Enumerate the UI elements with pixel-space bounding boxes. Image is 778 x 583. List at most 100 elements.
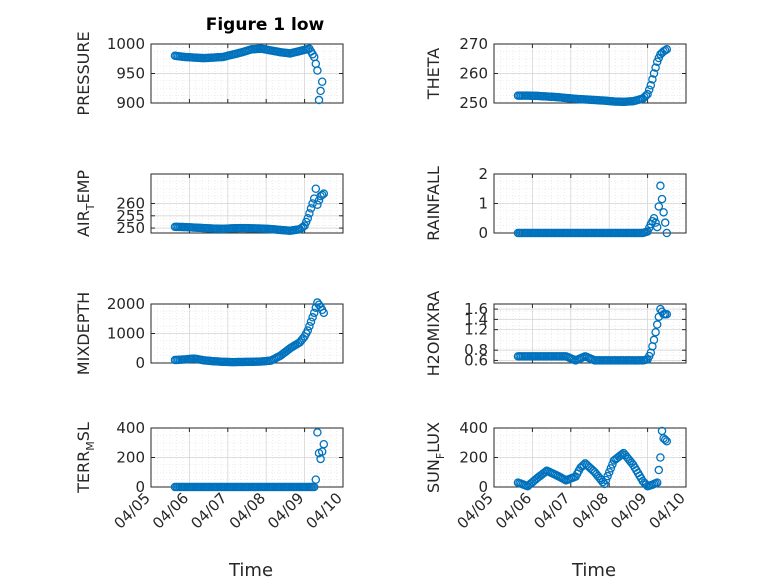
data-point — [306, 204, 316, 213]
y-tick-label: 200 — [116, 449, 145, 467]
y-axis-label-sub: T — [84, 203, 97, 211]
y-tick-label: 0 — [135, 354, 145, 372]
data-point — [660, 435, 670, 445]
x-tick-label: 04/09 — [264, 489, 307, 532]
x-tick-label: 04/10 — [646, 489, 689, 532]
y-axis-label: AIRTEMP — [74, 170, 97, 237]
data-point — [319, 308, 329, 318]
data-point — [662, 45, 672, 54]
y-axis-label: RAINFALL — [424, 166, 443, 241]
data-markers — [513, 426, 672, 491]
y-tick-label: 2000 — [107, 295, 145, 313]
y-axis-label: PRESSURE — [74, 31, 93, 115]
y-axis-label: H2OMIXRA — [424, 291, 443, 377]
data-point — [660, 46, 670, 55]
data-point — [314, 95, 324, 105]
y-tick-label: 400 — [116, 419, 145, 437]
data-point — [603, 471, 612, 481]
data-point — [317, 190, 327, 200]
y-axis-label-sub: F — [434, 453, 447, 459]
y-axis-label-main: AIR — [74, 210, 93, 237]
data-point — [657, 194, 667, 204]
y-tick-label: 0.6 — [464, 351, 488, 369]
x-axis-label-left: Time — [228, 560, 273, 581]
panel-mixdepth: 0 1000 2000 MIXDEPTH — [74, 292, 344, 375]
y-axis-label: THETA — [424, 48, 443, 100]
y-tick-label: 2 — [478, 165, 488, 183]
y-tick-label: 260 — [459, 65, 488, 83]
data-point — [651, 327, 660, 337]
x-tick-label: 04/08 — [226, 489, 269, 532]
y-tick-label: 255 — [116, 207, 145, 225]
data-point — [305, 209, 314, 218]
x-axis-label-right: Time — [571, 560, 616, 581]
x-tick-label: 04/10 — [303, 489, 346, 532]
y-tick-label: 950 — [116, 65, 145, 83]
data-point — [604, 467, 614, 477]
y-tick-label: 400 — [459, 419, 488, 437]
data-markers — [513, 45, 672, 107]
data-point — [305, 321, 314, 331]
data-point — [303, 326, 313, 335]
data-point — [662, 437, 672, 446]
data-point — [659, 208, 668, 217]
data-point — [649, 335, 659, 345]
y-tick-label: 0 — [135, 478, 145, 496]
panel-theta: 250 260 270 THETA — [424, 35, 687, 112]
y-tick-label: 250 — [459, 94, 488, 112]
data-point — [654, 202, 664, 211]
x-tick-label: 04/06 — [492, 489, 535, 532]
y-axis-label-main: SUN — [424, 459, 443, 493]
data-markers — [170, 298, 329, 367]
data-point — [606, 464, 616, 473]
y-axis-label-tail: LUX — [424, 422, 443, 453]
y-tick-label: 1.4 — [464, 310, 488, 328]
data-point — [649, 213, 659, 223]
data-point — [662, 228, 672, 238]
data-point — [646, 81, 656, 90]
data-point — [303, 213, 313, 223]
data-point — [652, 478, 662, 487]
y-axis-label-tail: EMP — [74, 170, 93, 204]
y-axis-label: SUNFLUX — [424, 422, 447, 493]
y-tick-label: 1 — [478, 195, 488, 213]
data-point — [660, 218, 670, 227]
data-point — [651, 218, 660, 227]
figure-title: Figure 1 low — [206, 15, 325, 35]
x-tick-label: 04/07 — [530, 489, 573, 532]
data-point — [319, 189, 329, 198]
data-point — [600, 479, 609, 489]
y-tick-label: 900 — [116, 94, 145, 112]
data-point — [316, 86, 325, 96]
data-markers — [513, 304, 672, 365]
data-point — [313, 200, 322, 209]
data-point — [643, 89, 652, 99]
y-tick-label: 0 — [478, 224, 488, 242]
data-point — [656, 453, 665, 462]
y-tick-label: 1000 — [107, 325, 145, 343]
y-axis-label-main: THETA — [424, 48, 443, 100]
y-axis-label-main: RAINFALL — [424, 166, 443, 241]
data-point — [313, 66, 322, 75]
data-markers — [170, 184, 329, 236]
data-point — [311, 475, 321, 484]
y-axis-label: TERRMSL — [74, 422, 97, 494]
data-point — [656, 181, 665, 191]
data-point — [617, 450, 627, 459]
data-point — [306, 317, 316, 326]
data-point — [319, 439, 329, 449]
data-markers — [170, 44, 327, 105]
data-point — [311, 59, 321, 69]
y-tick-label: 0 — [478, 478, 488, 496]
y-tick-label: 270 — [459, 35, 488, 53]
x-tick-label: 04/08 — [569, 489, 612, 532]
data-point — [311, 184, 321, 193]
x-tick-label: 04/09 — [607, 489, 650, 532]
data-point — [648, 75, 657, 84]
data-point — [651, 63, 660, 72]
y-axis-label-sub: M — [84, 441, 97, 451]
y-tick-label: 200 — [459, 449, 488, 467]
